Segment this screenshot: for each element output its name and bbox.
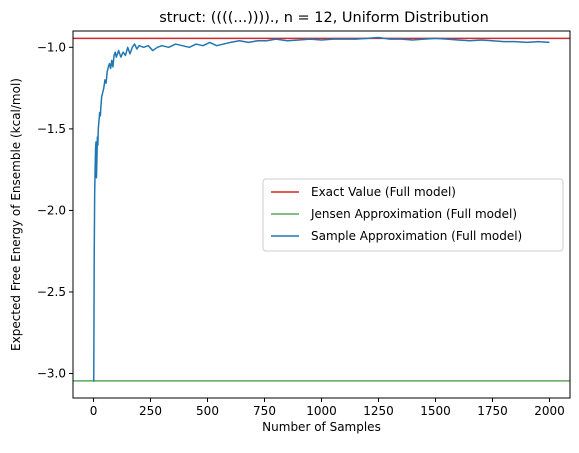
x-tick-label: 1000 xyxy=(306,404,337,418)
y-tick-label: −1.5 xyxy=(37,122,66,136)
x-tick-label: 750 xyxy=(253,404,276,418)
x-tick-label: 1750 xyxy=(477,404,508,418)
legend-label: Exact Value (Full model) xyxy=(311,185,456,199)
x-tick-label: 0 xyxy=(90,404,98,418)
x-axis-label: Number of Samples xyxy=(262,420,381,434)
legend-label: Sample Approximation (Full model) xyxy=(311,229,522,243)
y-tick-label: −2.5 xyxy=(37,285,66,299)
chart-title: struct: ((((...))))., n = 12, Uniform Di… xyxy=(159,10,489,26)
y-axis: −3.0 −2.5 −2.0 −1.5 −1.0 xyxy=(37,40,73,381)
x-tick-label: 2000 xyxy=(534,404,565,418)
x-tick-label: 1250 xyxy=(363,404,394,418)
y-axis-label: Expected Free Energy of Ensemble (kcal/m… xyxy=(9,78,23,351)
x-axis: 0 250 500 750 1000 1250 1500 1750 2000 xyxy=(90,398,565,418)
legend-box xyxy=(262,178,564,252)
plot-area xyxy=(73,36,570,382)
y-tick-label: −2.0 xyxy=(37,203,66,217)
y-tick-label: −1.0 xyxy=(37,40,66,54)
y-tick-label: −3.0 xyxy=(37,367,66,381)
x-tick-label: 250 xyxy=(139,404,162,418)
series-line-2 xyxy=(93,36,550,382)
x-tick-label: 500 xyxy=(196,404,219,418)
x-tick-label: 1500 xyxy=(420,404,451,418)
legend: Exact Value (Full model) Jensen Approxima… xyxy=(262,178,564,252)
legend-label: Jensen Approximation (Full model) xyxy=(310,207,517,221)
